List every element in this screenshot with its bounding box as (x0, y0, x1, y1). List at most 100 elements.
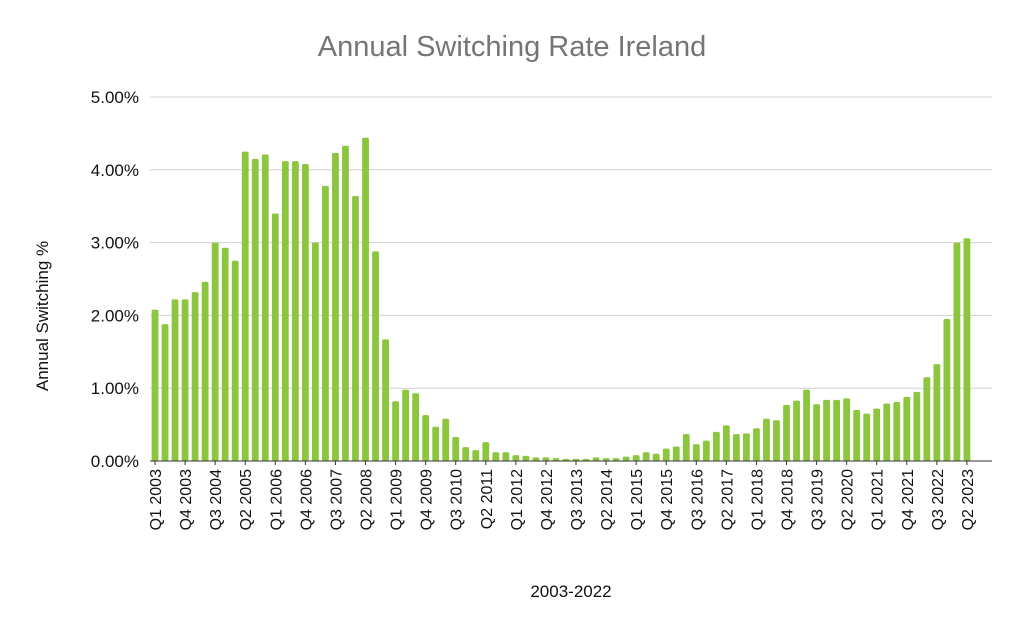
bar (582, 458, 590, 461)
bar (572, 458, 580, 461)
x-tick-label: Q1 2015 (629, 469, 646, 530)
y-tick-label: 5.00% (91, 88, 139, 107)
bar (392, 401, 399, 461)
bar (853, 410, 861, 461)
x-tick-label: Q3 2016 (689, 469, 706, 530)
x-tick-label: Q1 2009 (389, 469, 406, 530)
bar (783, 404, 790, 461)
x-tick-label: Q4 2003 (178, 469, 195, 530)
bar (281, 161, 289, 461)
y-tick-label: 3.00% (91, 234, 139, 253)
x-tick-label: Q1 2006 (268, 469, 285, 530)
x-tick-label: Q1 2021 (870, 469, 887, 530)
bar (622, 456, 630, 461)
x-tick-label: Q3 2019 (810, 469, 827, 530)
bar (161, 324, 169, 461)
bar (382, 339, 389, 461)
x-tick-label: Q2 2020 (840, 469, 857, 530)
bar (211, 242, 219, 461)
x-tick-label: Q4 2006 (298, 469, 315, 530)
bar (823, 399, 831, 461)
y-tick-label: 2.00% (91, 306, 139, 325)
bar (201, 281, 209, 461)
bar (181, 299, 189, 461)
x-tick-label: Q3 2004 (208, 469, 225, 530)
bar (472, 450, 480, 461)
bar (251, 158, 259, 461)
y-axis-title: Annual Switching % (33, 241, 52, 391)
x-tick-label: Q4 2021 (900, 469, 917, 530)
bars (151, 137, 971, 462)
bar (271, 213, 279, 461)
bar (753, 428, 760, 461)
bar (432, 426, 440, 461)
bar (241, 151, 249, 461)
bar (843, 398, 851, 461)
bar (803, 389, 810, 461)
bar (773, 420, 780, 461)
bar (362, 137, 369, 461)
bar (502, 452, 510, 461)
x-axis-title: 2003-2022 (530, 582, 611, 601)
bar (322, 185, 329, 462)
bar (883, 403, 891, 461)
bar (231, 260, 239, 461)
bar (943, 319, 951, 461)
y-tick-label: 0.00% (91, 452, 139, 471)
bar (793, 400, 800, 461)
bar (402, 389, 410, 461)
x-tick-label: Q3 2013 (569, 469, 586, 530)
x-tick-label: Q3 2007 (328, 469, 345, 530)
bar (632, 455, 640, 461)
bar (542, 457, 550, 461)
x-axis-ticks: Q1 2003 Q4 2003 Q3 2004 Q2 2005 Q1 2006 Q4 20… (148, 461, 977, 530)
bar (482, 442, 490, 461)
bar (261, 154, 269, 461)
bar (352, 196, 359, 461)
bar (311, 242, 319, 461)
bar (813, 404, 820, 461)
bar (923, 377, 931, 461)
bar (763, 418, 770, 461)
bar (171, 299, 179, 461)
bar (963, 238, 971, 461)
bar (372, 251, 379, 461)
bar (412, 393, 420, 461)
x-tick-label: Q2 2008 (359, 469, 376, 530)
gridlines (150, 96, 992, 389)
bar (492, 452, 500, 461)
bar (682, 434, 690, 461)
bar (562, 458, 570, 461)
x-tick-label: Q1 2003 (148, 469, 165, 530)
bar (893, 402, 901, 461)
bar (702, 440, 710, 461)
bar (592, 457, 600, 461)
x-tick-label: Q1 2018 (749, 469, 766, 530)
bar (532, 457, 540, 461)
bar (732, 434, 740, 461)
bar (933, 364, 941, 461)
bar (722, 425, 730, 461)
y-axis-ticks: 0.00% 1.00% 2.00% 3.00% 4.00% 5.00% (91, 88, 139, 471)
y-tick-label: 4.00% (91, 161, 139, 180)
bar (743, 433, 750, 461)
x-tick-label: Q2 2017 (719, 469, 736, 530)
bar (692, 444, 700, 461)
bar (612, 458, 620, 461)
bar (332, 153, 339, 461)
bar (652, 453, 660, 461)
bar (462, 447, 470, 461)
bar (221, 247, 229, 461)
bar (301, 163, 309, 461)
bar (512, 455, 520, 461)
bar (953, 242, 961, 461)
bar (903, 396, 911, 461)
x-tick-label: Q4 2009 (419, 469, 436, 530)
bar (452, 436, 460, 461)
bar (442, 418, 450, 461)
bar (191, 292, 199, 461)
bar (863, 413, 871, 461)
x-tick-label: Q4 2018 (780, 469, 797, 530)
bar (342, 145, 349, 461)
